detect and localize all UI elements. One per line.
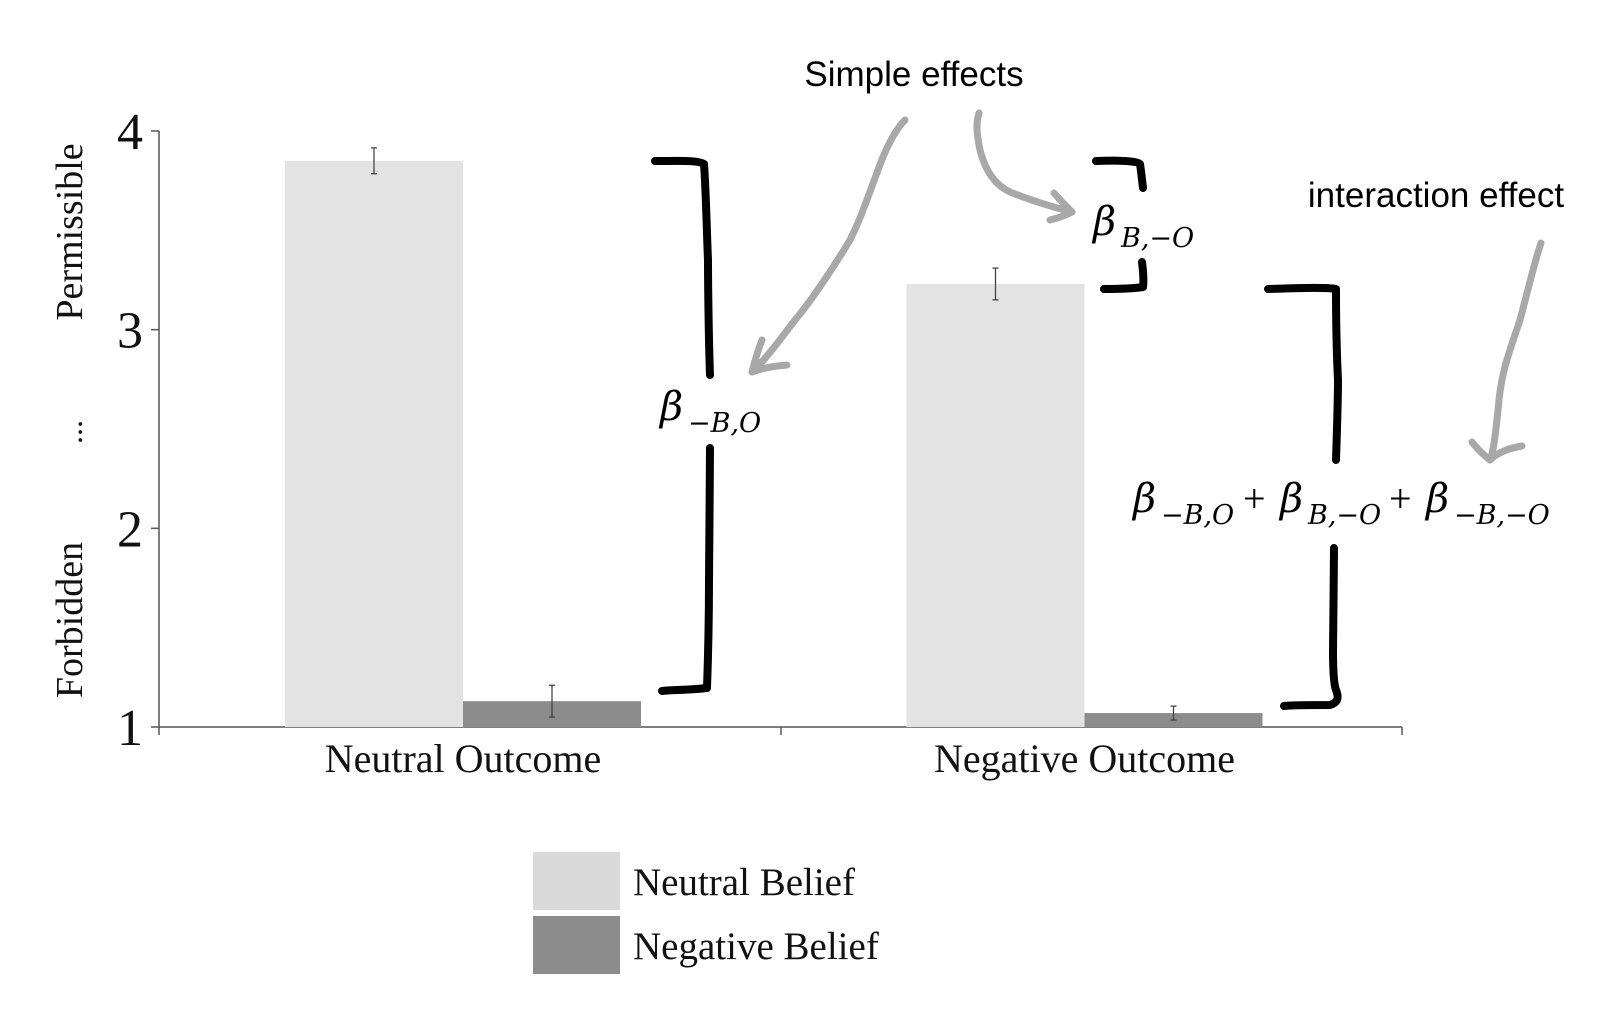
beta-b-neg-o-label: β B,−O bbox=[1091, 199, 1194, 254]
beta-symbol: β bbox=[1131, 476, 1156, 522]
arrow-to-neutral-bracket-head bbox=[748, 336, 791, 376]
plus-sign: + bbox=[1243, 476, 1266, 521]
beta-symbol: β bbox=[1278, 476, 1303, 522]
legend: Neutral Belief Negative Belief bbox=[533, 852, 879, 974]
error-bar bbox=[371, 147, 377, 175]
y-label-forbidden: Forbidden bbox=[49, 542, 91, 698]
beta-subscript: −B,O bbox=[1161, 500, 1234, 531]
legend-label-neutral-belief: Neutral Belief bbox=[633, 861, 855, 904]
annotation-interaction-effect: interaction effect bbox=[1308, 176, 1564, 215]
arrow-to-neutral-bracket bbox=[748, 116, 909, 376]
interaction-sum-label: β −B,O + β B,−O + β −B,−O bbox=[1131, 476, 1550, 531]
beta-neg-b-o-label: β −B,O bbox=[658, 384, 761, 439]
y-tick-label: 1 bbox=[117, 700, 143, 757]
beta-symbol: β bbox=[1091, 199, 1116, 245]
bracket-simple-effect-neutral-outcome bbox=[651, 156, 714, 695]
arrow-to-negative-bracket-head bbox=[1046, 189, 1076, 224]
error-bar bbox=[549, 684, 555, 718]
arrow-to-negative-bracket bbox=[973, 109, 1076, 216]
plus-sign: + bbox=[1389, 476, 1412, 521]
beta-symbol: β bbox=[658, 384, 683, 430]
brackets bbox=[651, 156, 1342, 710]
bar-neutral-belief-negative-outcome bbox=[906, 283, 1085, 727]
y-ticks: 1 2 3 4 bbox=[117, 104, 159, 757]
y-tick-label: 4 bbox=[117, 104, 143, 161]
legend-swatch-neutral-belief bbox=[533, 852, 620, 910]
beta-subscript: B,−O bbox=[1120, 223, 1194, 254]
bracket-interaction-effect bbox=[1264, 283, 1342, 710]
legend-label-negative-belief: Negative Belief bbox=[633, 925, 879, 968]
beta-symbol: β bbox=[1424, 476, 1449, 522]
error-bars bbox=[371, 147, 1177, 721]
x-tick-label: Negative Outcome bbox=[934, 736, 1235, 781]
arrow-interaction-head bbox=[1468, 438, 1526, 464]
y-label-permissible: Permissible bbox=[49, 143, 91, 320]
x-tick-labels: Neutral Outcome Negative Outcome bbox=[325, 736, 1235, 781]
bars bbox=[285, 160, 1263, 728]
beta-subscript: −B,−O bbox=[1454, 500, 1550, 531]
y-tick-label: 3 bbox=[117, 303, 143, 360]
error-bar bbox=[1170, 705, 1177, 721]
annotation-simple-effects: Simple effects bbox=[804, 55, 1023, 94]
bar-neutral-belief-neutral-outcome bbox=[285, 160, 463, 728]
beta-subscript: −B,O bbox=[688, 408, 761, 439]
y-label-ellipsis: ... bbox=[53, 420, 89, 444]
y-tick-label: 2 bbox=[117, 501, 143, 558]
error-bar bbox=[992, 267, 999, 301]
legend-swatch-negative-belief bbox=[533, 916, 620, 974]
beta-subscript: B,−O bbox=[1307, 500, 1381, 531]
bracket-simple-effect-negative-outcome bbox=[1092, 156, 1148, 293]
arrows bbox=[748, 109, 1545, 464]
arrow-interaction bbox=[1486, 239, 1545, 464]
x-tick-label: Neutral Outcome bbox=[325, 736, 602, 781]
